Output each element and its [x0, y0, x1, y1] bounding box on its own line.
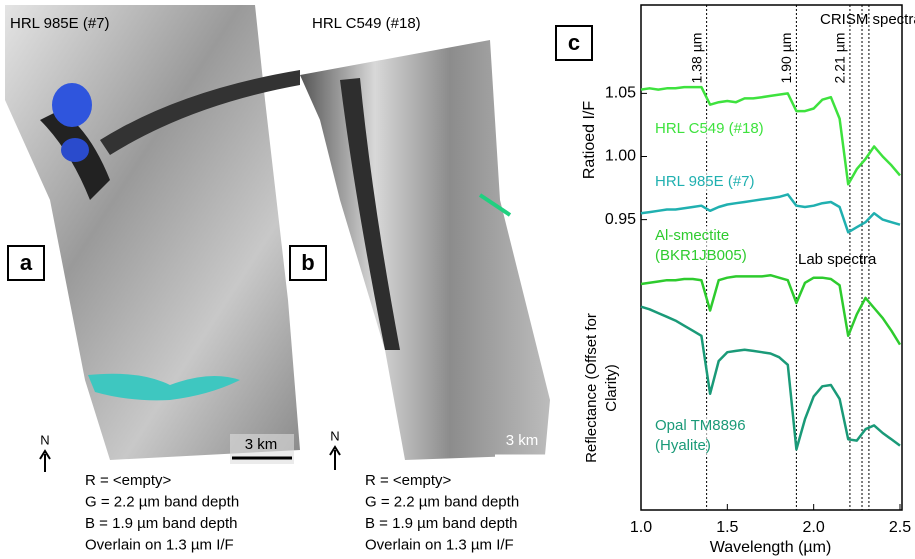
series-label: HRL 985E (#7): [655, 172, 773, 192]
panel-letter: a: [20, 250, 33, 275]
panel-title: HRL C549 (#18): [312, 15, 421, 32]
north-label: N: [40, 432, 49, 447]
blue-detection: [52, 83, 92, 127]
reference-label: 1.38 µm: [688, 33, 704, 84]
caption-line: Overlain on 1.3 µm I/F: [365, 536, 514, 553]
caption-line: R = <empty>: [365, 472, 452, 489]
reference-label: 1.90 µm: [778, 33, 794, 84]
series-label: HRL C549 (#18): [655, 119, 773, 139]
caption-line: B = 1.9 µm band depth: [365, 515, 518, 532]
y-axis-label: Ratioed I/F: [581, 101, 598, 179]
caption-line: Overlain on 1.3 µm I/F: [85, 536, 234, 553]
reference-label: 2.21 µm: [832, 33, 848, 84]
y-tick-label: 0.95: [605, 211, 636, 228]
north-label: N: [330, 428, 339, 443]
north-arrow: [40, 451, 50, 472]
series-label: Al-smectite (BKR1JB005): [655, 226, 773, 266]
panel-letter: b: [301, 250, 314, 275]
image-b: [300, 40, 550, 460]
caption-line: G = 2.2 µm band depth: [365, 493, 519, 510]
y-tick-label: 1.00: [605, 148, 636, 165]
scale-label: 3 km: [506, 432, 539, 449]
caption-line: G = 2.2 µm band depth: [85, 493, 239, 510]
y-axis-label-2: Reflectance (Offset for Clarity): [582, 313, 622, 463]
x-tick-label: 1.5: [716, 519, 738, 536]
caption-line: R = <empty>: [85, 472, 172, 489]
x-tick-label: 1.0: [630, 519, 652, 536]
caption-line: B = 1.9 µm band depth: [85, 515, 238, 532]
x-axis-label: Wavelength (µm): [710, 539, 832, 556]
x-tick-label: 2.0: [803, 519, 825, 536]
annotation: CRISM spectra: [820, 11, 915, 28]
scale-label: 3 km: [245, 436, 278, 453]
figure: a b c HRL 985E (#7) HRL C549 (#18) 3 km …: [0, 0, 915, 559]
annotation: Lab spectra: [798, 251, 877, 268]
panel-letter: c: [568, 30, 580, 55]
panel-title: HRL 985E (#7): [10, 15, 110, 32]
blue-detection: [61, 138, 89, 162]
y-tick-label: 1.05: [605, 85, 636, 102]
spectrum-line: [641, 275, 900, 344]
figure-canvas: a b c HRL 985E (#7) HRL C549 (#18) 3 km …: [0, 0, 915, 559]
series-label: Opal TM8896 (Hyalite): [655, 416, 773, 456]
x-tick-label: 2.5: [889, 519, 911, 536]
north-arrow: [330, 447, 340, 470]
